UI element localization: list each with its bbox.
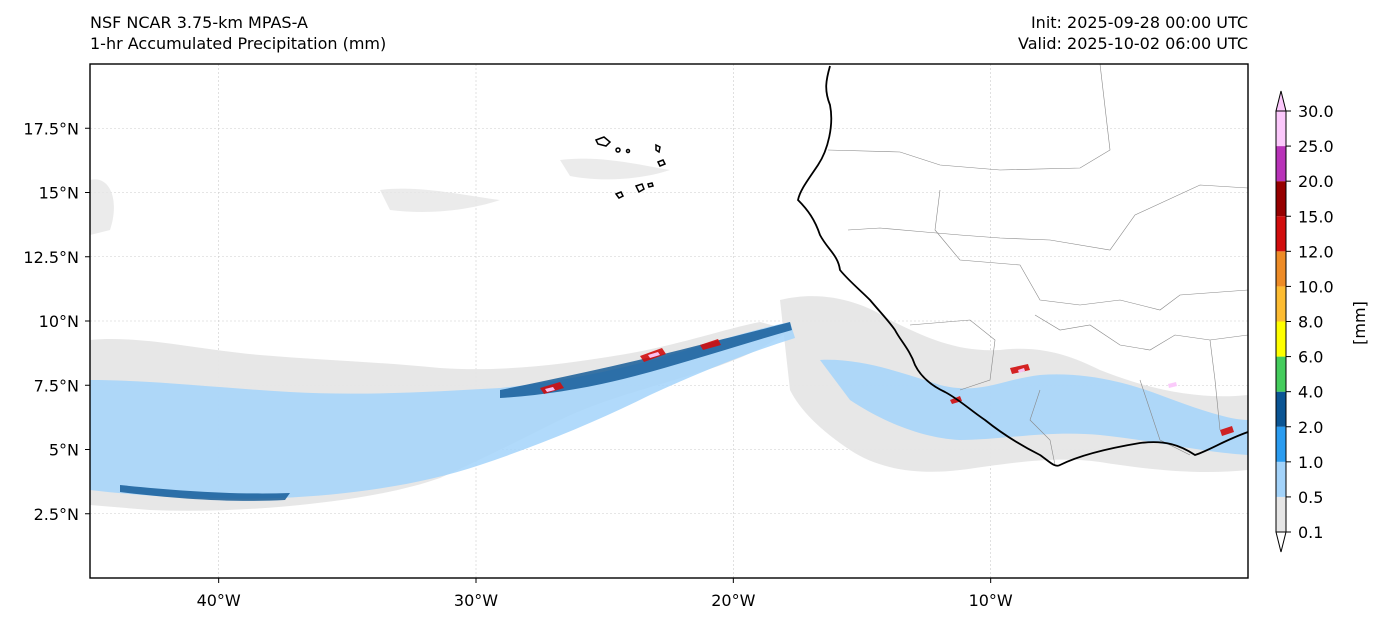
precipitation-field	[90, 158, 1248, 511]
colorbar-tick-label: 25.0	[1298, 137, 1334, 156]
colorbar-tick-label: 4.0	[1298, 383, 1323, 402]
colorbar-segment	[1276, 461, 1286, 497]
colorbar-tick-label: 20.0	[1298, 172, 1334, 191]
init-time: Init: 2025-09-28 00:00 UTC	[1030, 13, 1248, 32]
colorbar-tick-label: 12.0	[1298, 242, 1334, 261]
mod-precip-band	[90, 322, 795, 499]
coastline	[797, 65, 1248, 467]
colorbar-tick-label: 1.0	[1298, 453, 1323, 472]
colorbar-label: [mm]	[1350, 301, 1369, 345]
heavy-precip-core	[120, 322, 792, 501]
longitude-ticks: 40°W 30°W 20°W 10°W	[197, 578, 1013, 610]
colorbar-segment	[1276, 216, 1286, 252]
valid-time: Valid: 2025-10-02 06:00 UTC	[1017, 34, 1248, 53]
model-title: NSF NCAR 3.75-km MPAS-A	[90, 13, 308, 32]
lat-tick-label: 5°N	[49, 441, 79, 460]
colorbar-segment	[1276, 181, 1286, 217]
field-title: 1-hr Accumulated Precipitation (mm)	[90, 34, 387, 53]
colorbar-tick-label: 0.5	[1298, 488, 1323, 507]
lon-tick-label: 20°W	[711, 591, 755, 610]
lon-tick-label: 10°W	[969, 591, 1013, 610]
colorbar-tick-label: 10.0	[1298, 277, 1334, 296]
colorbar-segment	[1276, 286, 1286, 322]
colorbar-tick-label: 8.0	[1298, 313, 1323, 332]
colorbar-segment	[1276, 251, 1286, 287]
colorbar-segment	[1276, 321, 1286, 357]
colorbar-segment	[1276, 391, 1286, 427]
colorbar-extend-max	[1275, 90, 1287, 112]
title-left: NSF NCAR 3.75-km MPAS-A 1-hr Accumulated…	[90, 12, 386, 54]
lon-tick-label: 40°W	[197, 591, 241, 610]
colorbar-tick-label: 15.0	[1298, 207, 1334, 226]
colorbar-segment	[1276, 111, 1286, 147]
light-precip-north	[90, 158, 670, 235]
colorbar-tick-label: 2.0	[1298, 418, 1323, 437]
colorbar-extend-min	[1275, 531, 1287, 553]
lat-tick-label: 17.5°N	[23, 119, 79, 138]
lat-tick-label: 7.5°N	[34, 376, 79, 395]
colorbar-tick-label: 30.0	[1298, 102, 1334, 121]
title-right: Init: 2025-09-28 00:00 UTC Valid: 2025-1…	[1018, 12, 1248, 54]
colorbar-tick-label: 0.1	[1298, 523, 1323, 542]
lat-tick-label: 12.5°N	[23, 248, 79, 267]
lat-tick-label: 2.5°N	[34, 505, 79, 524]
lat-tick-label: 10°N	[39, 312, 79, 331]
cape-verde-islands	[594, 136, 667, 199]
colorbar-segment	[1276, 146, 1286, 182]
lat-tick-label: 15°N	[39, 184, 79, 203]
latitude-ticks: 17.5°N 15°N 12.5°N 10°N 7.5°N 5°N 2.5°N	[23, 119, 90, 524]
colorbar-segment	[1276, 356, 1286, 392]
map-area	[90, 64, 1248, 578]
colorbar: 0.1 0.5 1.0 2.0 4.0 6.0 8.0 10.0 12.0 15.0 20.0 25.…	[1275, 90, 1334, 553]
lon-tick-label: 30°W	[454, 591, 498, 610]
country-borders	[827, 64, 1248, 466]
colorbar-segment	[1276, 426, 1286, 462]
colorbar-tick-label: 6.0	[1298, 348, 1323, 367]
colorbar-segment	[1276, 496, 1286, 532]
